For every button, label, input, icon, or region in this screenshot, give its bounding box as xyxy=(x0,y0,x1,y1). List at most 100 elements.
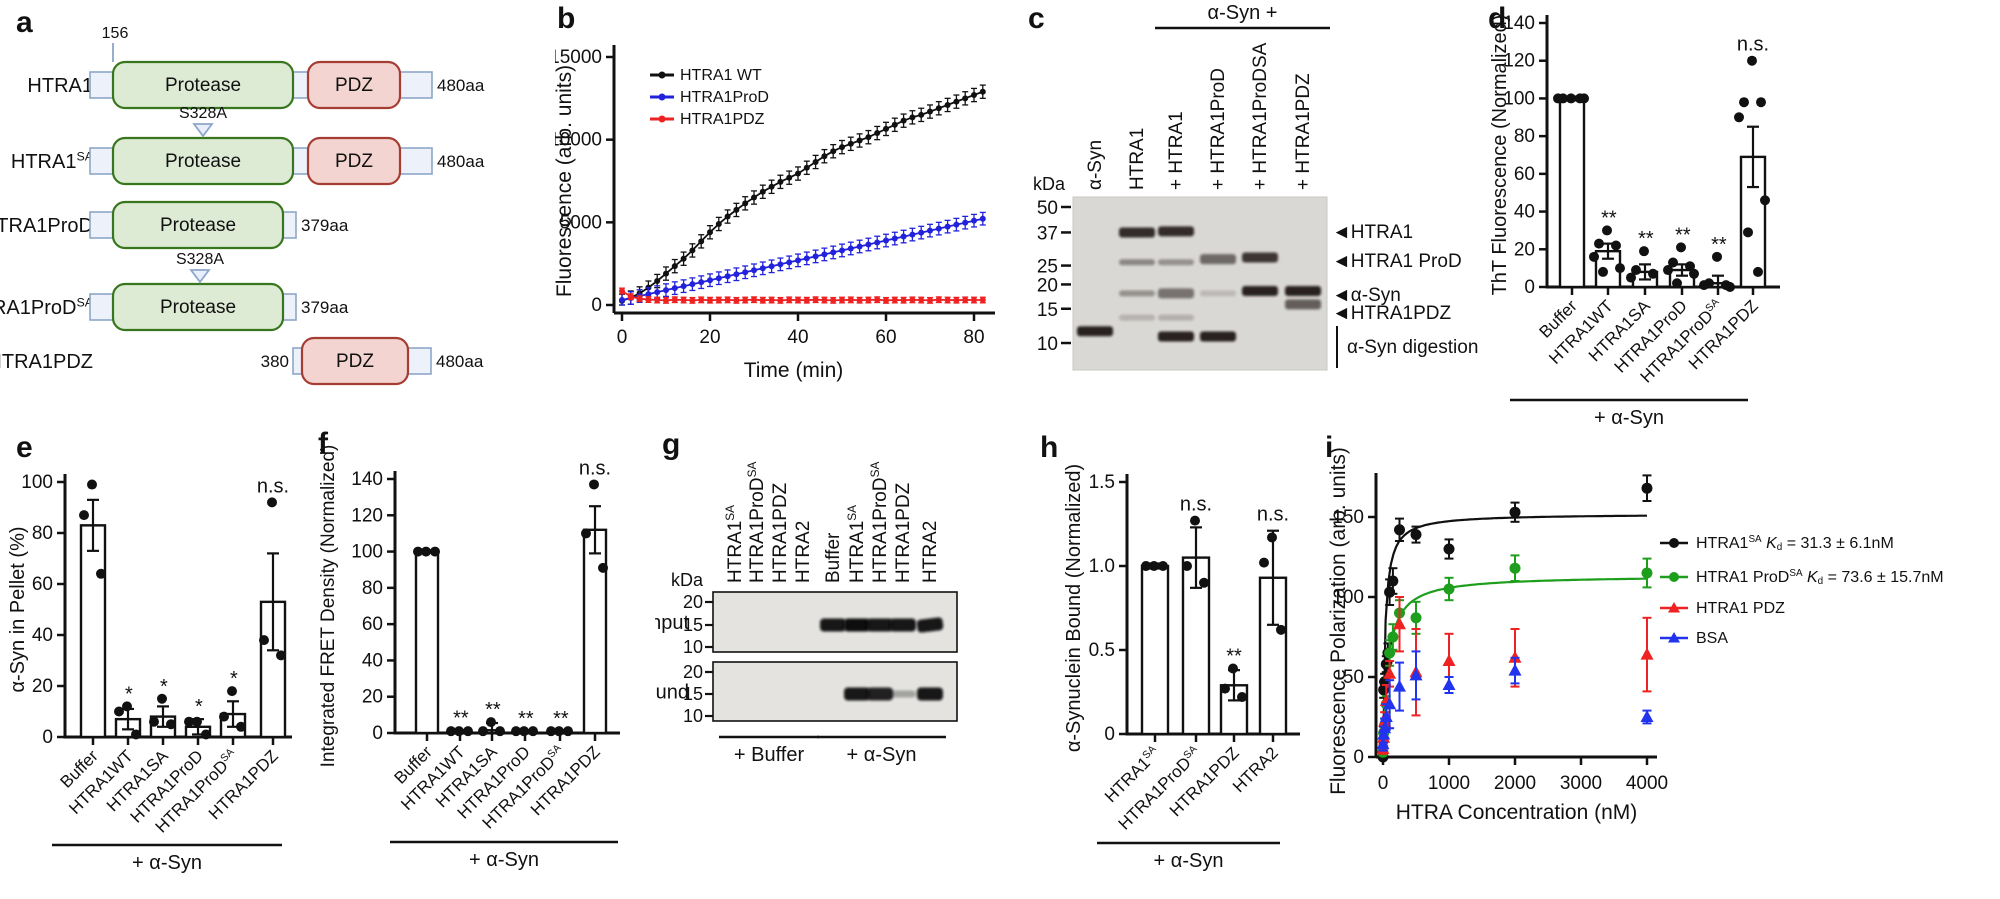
bar-5 xyxy=(582,528,608,735)
protease-domain xyxy=(111,282,285,332)
y-tick-label: 60 xyxy=(32,574,53,595)
data-point xyxy=(1237,692,1247,703)
data-point xyxy=(79,510,89,521)
y-tick-label: 80 xyxy=(362,578,383,599)
construct-name: HTRA1ProDSA xyxy=(0,295,94,319)
panel-f-bar-chart: 020406080100120140Buffer**HTRA1WT**HTRA1… xyxy=(318,445,620,871)
domain-label: Protease xyxy=(165,75,241,96)
y-tick-label: 120 xyxy=(351,505,383,526)
data-point xyxy=(1611,240,1621,251)
lane-label: HTRA1 xyxy=(1127,128,1148,190)
data-point xyxy=(598,562,608,573)
y-tick-label: 20 xyxy=(1514,239,1535,260)
significance-label: * xyxy=(194,696,203,718)
legend-entry: HTRA1 WT xyxy=(680,67,762,84)
aa-length-label: 379aa xyxy=(301,298,349,317)
y-tick-label: 100 xyxy=(21,472,53,493)
pdz-domain xyxy=(306,60,402,110)
significance-label: n.s. xyxy=(1737,34,1769,56)
gel-band xyxy=(1119,227,1155,238)
gel-band xyxy=(1285,286,1321,297)
data-point xyxy=(96,568,106,579)
construct-name: HTRA1 xyxy=(27,75,93,97)
x-axis-label: Time (min) xyxy=(744,359,844,382)
data-point xyxy=(554,726,564,737)
data-point xyxy=(219,711,229,722)
kda-marker: 10 xyxy=(683,706,703,726)
gel-band xyxy=(1119,259,1155,266)
legend-entry: HTRA1PDZ xyxy=(680,111,765,128)
domain-label: PDZ xyxy=(335,75,373,96)
residue-label: 156 xyxy=(102,25,129,42)
y-tick-label: 140 xyxy=(1503,13,1535,34)
lane-label: + HTRA1ProDSA xyxy=(1250,42,1271,190)
gel-header: α-Syn + xyxy=(1208,2,1278,24)
blot-band xyxy=(844,687,870,701)
group-label: + Buffer xyxy=(734,744,805,766)
svg-text:0: 0 xyxy=(1378,773,1389,794)
svg-text:15000: 15000 xyxy=(555,47,602,68)
data-point xyxy=(589,479,599,490)
data-point xyxy=(276,650,286,661)
data-point xyxy=(413,546,423,557)
panel-b-label: b xyxy=(557,2,576,35)
data-point xyxy=(563,726,573,737)
legend-entry: HTRA1 ProDSA Kd = 73.6 ± 15.7nM xyxy=(1696,568,1944,587)
blot-band xyxy=(890,690,916,698)
domain-label: Protease xyxy=(160,215,236,236)
y-axis-label: Fluorescence Polarization (arb. units) xyxy=(1327,447,1350,795)
significance-label: ** xyxy=(452,708,469,730)
construct-name: HTRA1ProD xyxy=(0,215,93,237)
lane-label: + HTRA1PDZ xyxy=(1293,73,1314,190)
data-point xyxy=(166,719,176,730)
data-point xyxy=(1639,246,1649,257)
kda-marker: 20 xyxy=(683,592,703,612)
blot-band xyxy=(890,618,916,632)
y-tick-label: 80 xyxy=(1514,126,1535,147)
svg-text:40: 40 xyxy=(787,327,808,348)
data-point xyxy=(87,479,97,490)
significance-label: * xyxy=(229,668,238,690)
data-point xyxy=(1598,266,1608,277)
bar-0 xyxy=(1558,97,1586,289)
legend-entry: HTRA1ProD xyxy=(680,89,769,106)
data-point xyxy=(227,686,237,697)
group-label: + α-Syn xyxy=(132,852,202,874)
kda-title: kDa xyxy=(1033,174,1066,194)
protease-domain xyxy=(111,200,285,250)
pdz-domain xyxy=(300,336,410,386)
svg-text:20: 20 xyxy=(699,327,720,348)
group-label: + α-Syn xyxy=(847,744,917,766)
bar-0 xyxy=(414,550,440,735)
aa-start-label: 380 xyxy=(261,352,289,371)
gel-band xyxy=(1200,290,1236,297)
svg-text:150: 150 xyxy=(1332,507,1364,528)
panel-i-binding-chart: 0 50 100 150 0 1000 2000 3000 4000 HTRA1SA Kd = 3… xyxy=(1327,447,1944,824)
lane-label: HTRA1SA xyxy=(723,505,746,583)
significance-label: n.s. xyxy=(257,475,289,497)
significance-label: n.s. xyxy=(579,457,611,479)
protease-domain xyxy=(111,60,295,110)
data-point xyxy=(1668,257,1678,268)
data-point xyxy=(201,729,211,740)
data-point xyxy=(1626,272,1636,283)
significance-label: ** xyxy=(1710,234,1727,256)
y-tick-label: 1.5 xyxy=(1089,472,1115,493)
panel-e-bar-chart: 020406080100Buffer*HTRA1WT*HTRA1SA*HTRA1… xyxy=(7,472,292,874)
bar-0 xyxy=(1140,564,1170,736)
data-point xyxy=(184,716,194,727)
panel-h-bar-chart: 00.51.01.5HTRA1SAn.s.HTRA1ProDSA**HTRA1P… xyxy=(1063,464,1300,872)
kda-marker: 37 xyxy=(1037,223,1058,244)
panel-f: f 0 20 40 60 80 100 120 140 Buffer ** HTRA1WT ** HTR… xyxy=(310,425,655,899)
significance-label: * xyxy=(124,683,133,705)
data-point xyxy=(1615,263,1625,274)
svg-text:10000: 10000 xyxy=(555,130,602,151)
blot-strip xyxy=(712,661,958,722)
blot-band xyxy=(917,687,943,701)
gel-band xyxy=(1200,254,1236,265)
construct-name: HTRA1PDZ xyxy=(0,351,93,373)
lane-label: HTRA1SA xyxy=(845,505,868,583)
svg-text:0: 0 xyxy=(617,327,628,348)
significance-label: ** xyxy=(1226,645,1242,667)
